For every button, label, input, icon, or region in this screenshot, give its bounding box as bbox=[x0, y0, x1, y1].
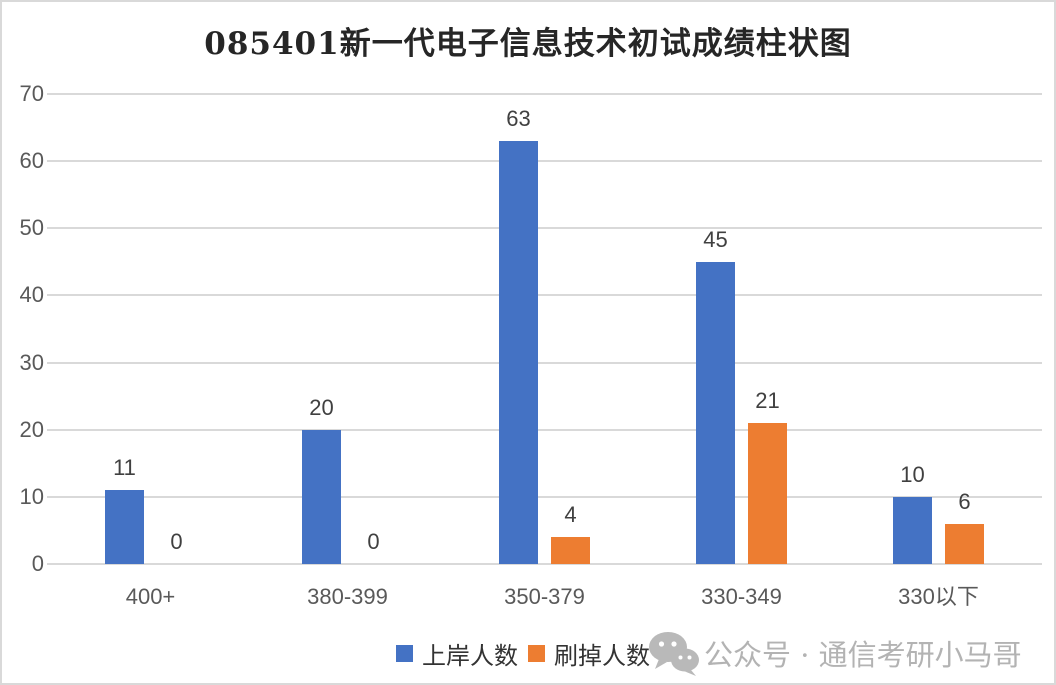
y-axis-tick-label: 0 bbox=[31, 551, 44, 576]
watermark: 公众号 · 通信考研小马哥 bbox=[648, 628, 1022, 678]
y-axis-tick-label: 70 bbox=[19, 81, 44, 106]
gridline bbox=[47, 93, 1042, 95]
bar-value-label: 11 bbox=[113, 455, 136, 481]
legend-label: 刷掉人数 bbox=[554, 641, 650, 670]
x-axis-category-label: 380-399 bbox=[307, 584, 388, 609]
bar-admitted bbox=[302, 429, 341, 564]
legend-label: 上岸人数 bbox=[422, 641, 518, 670]
bar-value-label: 45 bbox=[703, 226, 728, 252]
bar-value-label: 63 bbox=[506, 106, 531, 131]
gridline bbox=[47, 563, 1042, 565]
y-axis-tick-label: 30 bbox=[19, 349, 44, 375]
x-axis-category-label: 330以下 bbox=[898, 584, 979, 609]
legend-item-eliminated: 刷掉人数 bbox=[528, 636, 650, 671]
legend-swatch bbox=[396, 644, 413, 662]
gridline bbox=[47, 361, 1042, 364]
bar-value-label: 10 bbox=[900, 461, 925, 487]
bar-admitted bbox=[696, 261, 735, 564]
bar-value-label: 20 bbox=[309, 394, 334, 420]
bar-value-label: 0 bbox=[170, 529, 183, 554]
x-axis-category-label: 330-349 bbox=[701, 584, 782, 609]
watermark-text: 公众号 · 通信考研小马哥 bbox=[704, 638, 1022, 672]
y-axis-tick-label: 50 bbox=[19, 215, 44, 241]
gridline bbox=[47, 294, 1042, 297]
bar-value-label: 4 bbox=[564, 502, 577, 528]
bar-admitted bbox=[499, 141, 538, 564]
gridline bbox=[47, 160, 1042, 163]
chart-title: 085401新一代电子信息技术初试成绩柱状图 bbox=[204, 26, 852, 62]
legend-item-admitted: 上岸人数 bbox=[396, 636, 518, 671]
y-axis-tick-label: 60 bbox=[19, 148, 44, 174]
legend-swatch bbox=[528, 644, 545, 662]
x-axis-category-label: 350-379 bbox=[504, 584, 585, 609]
bar-value-label: 6 bbox=[958, 488, 971, 514]
gridline bbox=[47, 428, 1042, 431]
bar-value-label: 0 bbox=[367, 529, 380, 554]
bar-admitted bbox=[893, 496, 932, 564]
y-axis-tick-label: 10 bbox=[19, 483, 44, 509]
bar-eliminated bbox=[945, 523, 984, 564]
gridline bbox=[47, 227, 1042, 230]
x-axis-category-label: 400+ bbox=[125, 584, 176, 609]
legend: 上岸人数 刷掉人数 bbox=[396, 640, 650, 670]
gridline bbox=[47, 495, 1042, 498]
bar-eliminated bbox=[748, 423, 787, 564]
y-axis-tick-label: 20 bbox=[19, 416, 44, 442]
wechat-icon bbox=[649, 632, 699, 676]
bar-admitted bbox=[105, 490, 144, 564]
bar-eliminated bbox=[551, 537, 590, 564]
y-axis-tick-label: 40 bbox=[19, 282, 44, 308]
bar-value-label: 21 bbox=[755, 388, 780, 413]
